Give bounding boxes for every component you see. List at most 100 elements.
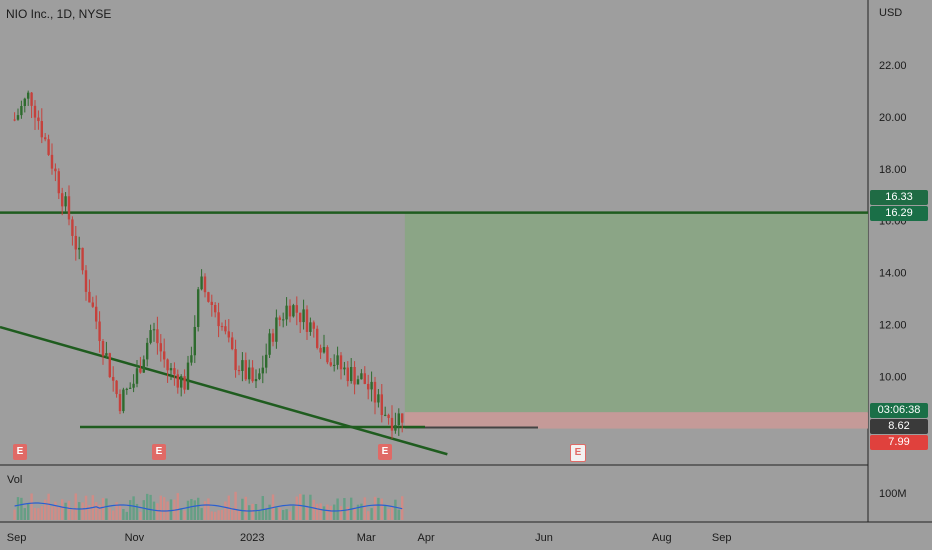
candle-body xyxy=(196,289,200,327)
volume-bar xyxy=(220,509,224,520)
candle-body xyxy=(105,353,108,356)
volume-bar xyxy=(288,511,292,520)
candle-body xyxy=(40,121,43,138)
volume-bar xyxy=(26,503,30,520)
volume-bar xyxy=(149,494,152,520)
candle-body xyxy=(190,355,193,363)
candle-body xyxy=(275,317,278,342)
volume-bar xyxy=(98,504,101,520)
volume-bar xyxy=(88,505,91,520)
candle-body xyxy=(346,367,349,382)
volume-bar xyxy=(162,497,166,520)
candle-body xyxy=(193,326,196,356)
volume-bar xyxy=(258,510,261,520)
volume-bar xyxy=(207,498,210,520)
candle-body xyxy=(329,362,332,366)
candle-body xyxy=(13,119,16,121)
candle-body xyxy=(343,367,346,370)
earnings-marker-3[interactable]: E xyxy=(378,444,392,460)
candle-body xyxy=(292,305,295,317)
volume-bar xyxy=(108,508,111,520)
volume-bar xyxy=(135,503,139,520)
volume-ma-line xyxy=(14,502,403,512)
candle-body xyxy=(383,414,387,416)
volume-bar xyxy=(234,491,237,520)
volume-bar xyxy=(13,509,16,520)
volume-bar xyxy=(224,501,227,520)
candle-body xyxy=(43,137,47,140)
volume-bar xyxy=(370,508,373,520)
candle-body xyxy=(156,329,159,344)
volume-label: Vol xyxy=(7,474,23,486)
candle-body xyxy=(23,98,26,106)
candle-body xyxy=(179,376,183,388)
candle-body xyxy=(111,376,115,381)
candle-body xyxy=(353,367,356,385)
candle-body xyxy=(394,425,397,431)
candle-body xyxy=(57,171,60,194)
candle-body xyxy=(16,115,20,120)
candle-body xyxy=(159,343,162,352)
candle-body xyxy=(241,360,244,371)
volume-bar xyxy=(383,505,387,520)
volume-bar xyxy=(241,498,244,520)
volume-bar xyxy=(115,502,118,520)
countdown-tag: 03:06:38 xyxy=(870,403,928,418)
volume-bar xyxy=(343,498,346,520)
volume-bar xyxy=(33,507,37,520)
volume-bar xyxy=(94,502,98,520)
volume-bar xyxy=(190,498,193,520)
x-tick-label: Nov xyxy=(125,532,145,544)
candle-body xyxy=(108,353,111,377)
current-price-tag: 8.62 xyxy=(870,419,928,434)
candle-body xyxy=(132,383,135,388)
candle-body xyxy=(380,394,383,416)
candle-body xyxy=(298,312,302,323)
candle-body xyxy=(60,193,64,207)
volume-bar xyxy=(363,497,366,520)
candle-body xyxy=(20,105,23,116)
candle-body xyxy=(288,305,292,317)
volume-bar xyxy=(244,496,247,520)
candle-body xyxy=(169,368,173,371)
earnings-marker-2[interactable]: E xyxy=(152,444,166,460)
volume-bar xyxy=(213,511,217,520)
volume-bar xyxy=(40,506,43,520)
volume-bar xyxy=(128,500,132,520)
volume-bar xyxy=(346,506,349,520)
volume-bar xyxy=(50,506,54,520)
candle-body xyxy=(98,321,101,342)
volume-bar xyxy=(380,498,383,520)
candle-body xyxy=(309,322,312,332)
volume-bar xyxy=(360,503,363,520)
volume-bar xyxy=(200,508,203,520)
volume-bar xyxy=(281,509,285,520)
candle-body xyxy=(88,291,91,303)
candle-body xyxy=(26,92,30,99)
candle-body xyxy=(349,367,353,382)
candle-body xyxy=(166,359,169,371)
candle-body xyxy=(312,322,315,329)
symbol-title[interactable]: NIO Inc., 1D, NYSE xyxy=(6,7,112,21)
volume-bar xyxy=(315,503,319,520)
candle-body xyxy=(64,196,67,207)
earnings-marker-4[interactable]: E xyxy=(570,444,586,462)
volume-bar xyxy=(57,507,60,520)
candle-body xyxy=(400,413,404,423)
candle-body xyxy=(387,414,390,418)
earnings-marker-1[interactable]: E xyxy=(13,444,27,460)
candle-body xyxy=(125,388,128,390)
candle-body xyxy=(366,383,370,390)
volume-bar xyxy=(285,509,288,520)
volume-bar xyxy=(186,500,190,520)
volume-bar xyxy=(230,507,234,520)
volume-bar xyxy=(196,497,200,520)
volume-bar xyxy=(60,499,64,520)
volume-bar xyxy=(179,508,183,520)
volume-bar xyxy=(20,497,23,520)
candle-body xyxy=(81,247,84,271)
candle-body xyxy=(258,373,261,380)
candle-body xyxy=(244,360,247,380)
